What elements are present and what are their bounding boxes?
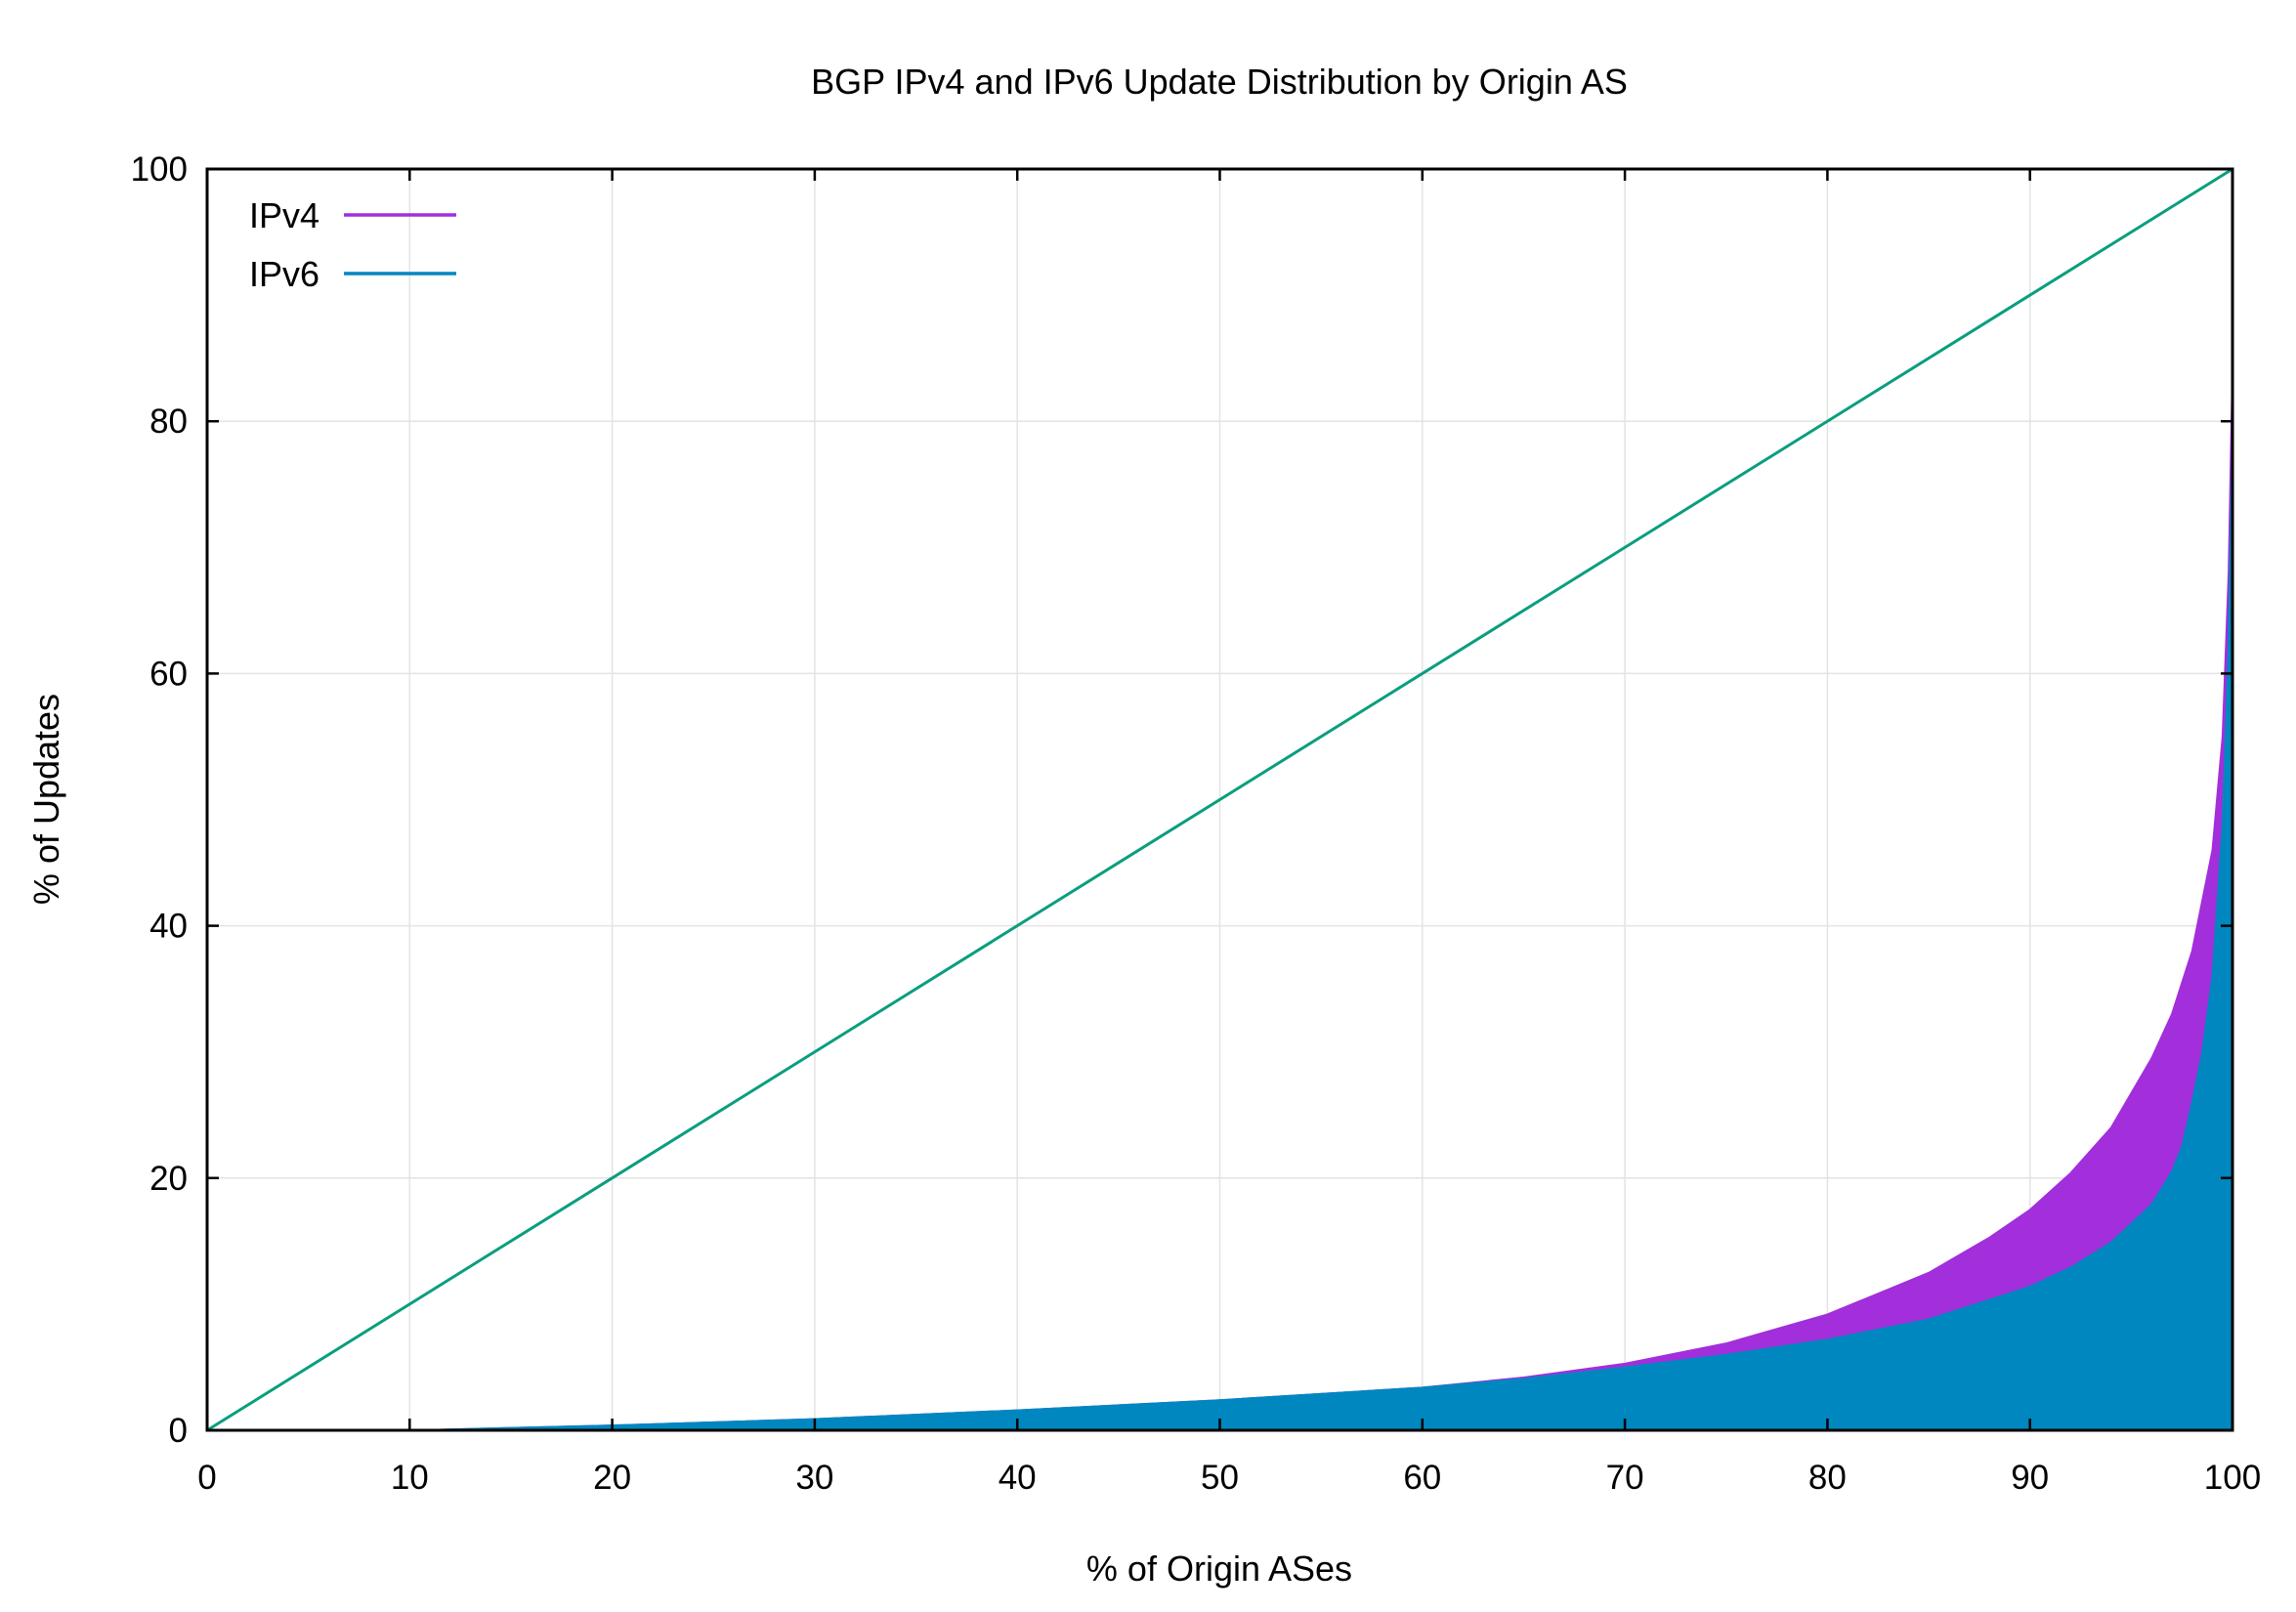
x-tick-label: 10 bbox=[391, 1459, 429, 1497]
area-ipv6 bbox=[207, 421, 2233, 1431]
y-tick-label: 0 bbox=[169, 1412, 188, 1450]
y-tick-label: 100 bbox=[131, 150, 188, 189]
axis-ticks bbox=[205, 167, 2234, 1432]
x-tick-label: 20 bbox=[593, 1459, 631, 1497]
x-tick-label: 70 bbox=[1606, 1459, 1644, 1497]
y-axis-title: % of Updates bbox=[26, 694, 66, 905]
x-tick-label: 100 bbox=[2204, 1459, 2261, 1497]
x-tick-label: 0 bbox=[197, 1459, 216, 1497]
x-tick-label: 30 bbox=[795, 1459, 833, 1497]
y-tick-label: 60 bbox=[149, 655, 188, 693]
grid-lines bbox=[207, 169, 2232, 1430]
y-tick-label: 40 bbox=[149, 908, 188, 946]
x-tick-label: 90 bbox=[2011, 1459, 2049, 1497]
chart-title: BGP IPv4 and IPv6 Update Distribution by… bbox=[811, 62, 1628, 102]
x-tick-label: 60 bbox=[1403, 1459, 1441, 1497]
data-areas bbox=[207, 358, 2233, 1431]
y-tick-label: 80 bbox=[149, 403, 188, 441]
reference-line-group bbox=[206, 167, 2233, 1432]
reference-line bbox=[206, 167, 2233, 1432]
x-tick-label: 50 bbox=[1201, 1459, 1239, 1497]
tick-labels: 0 10 20 30 40 50 60 70 80 90 100 0 20 40 60 80 100 bbox=[131, 150, 2262, 1497]
legend-label-ipv6: IPv6 bbox=[249, 254, 319, 294]
x-tick-label: 80 bbox=[1808, 1459, 1847, 1497]
x-tick-label: 40 bbox=[999, 1459, 1037, 1497]
legend-label-ipv4: IPv4 bbox=[249, 195, 319, 235]
legend: IPv4 IPv6 bbox=[249, 195, 456, 294]
x-axis-title: % of Origin ASes bbox=[1086, 1548, 1352, 1589]
y-tick-label: 20 bbox=[149, 1160, 188, 1198]
